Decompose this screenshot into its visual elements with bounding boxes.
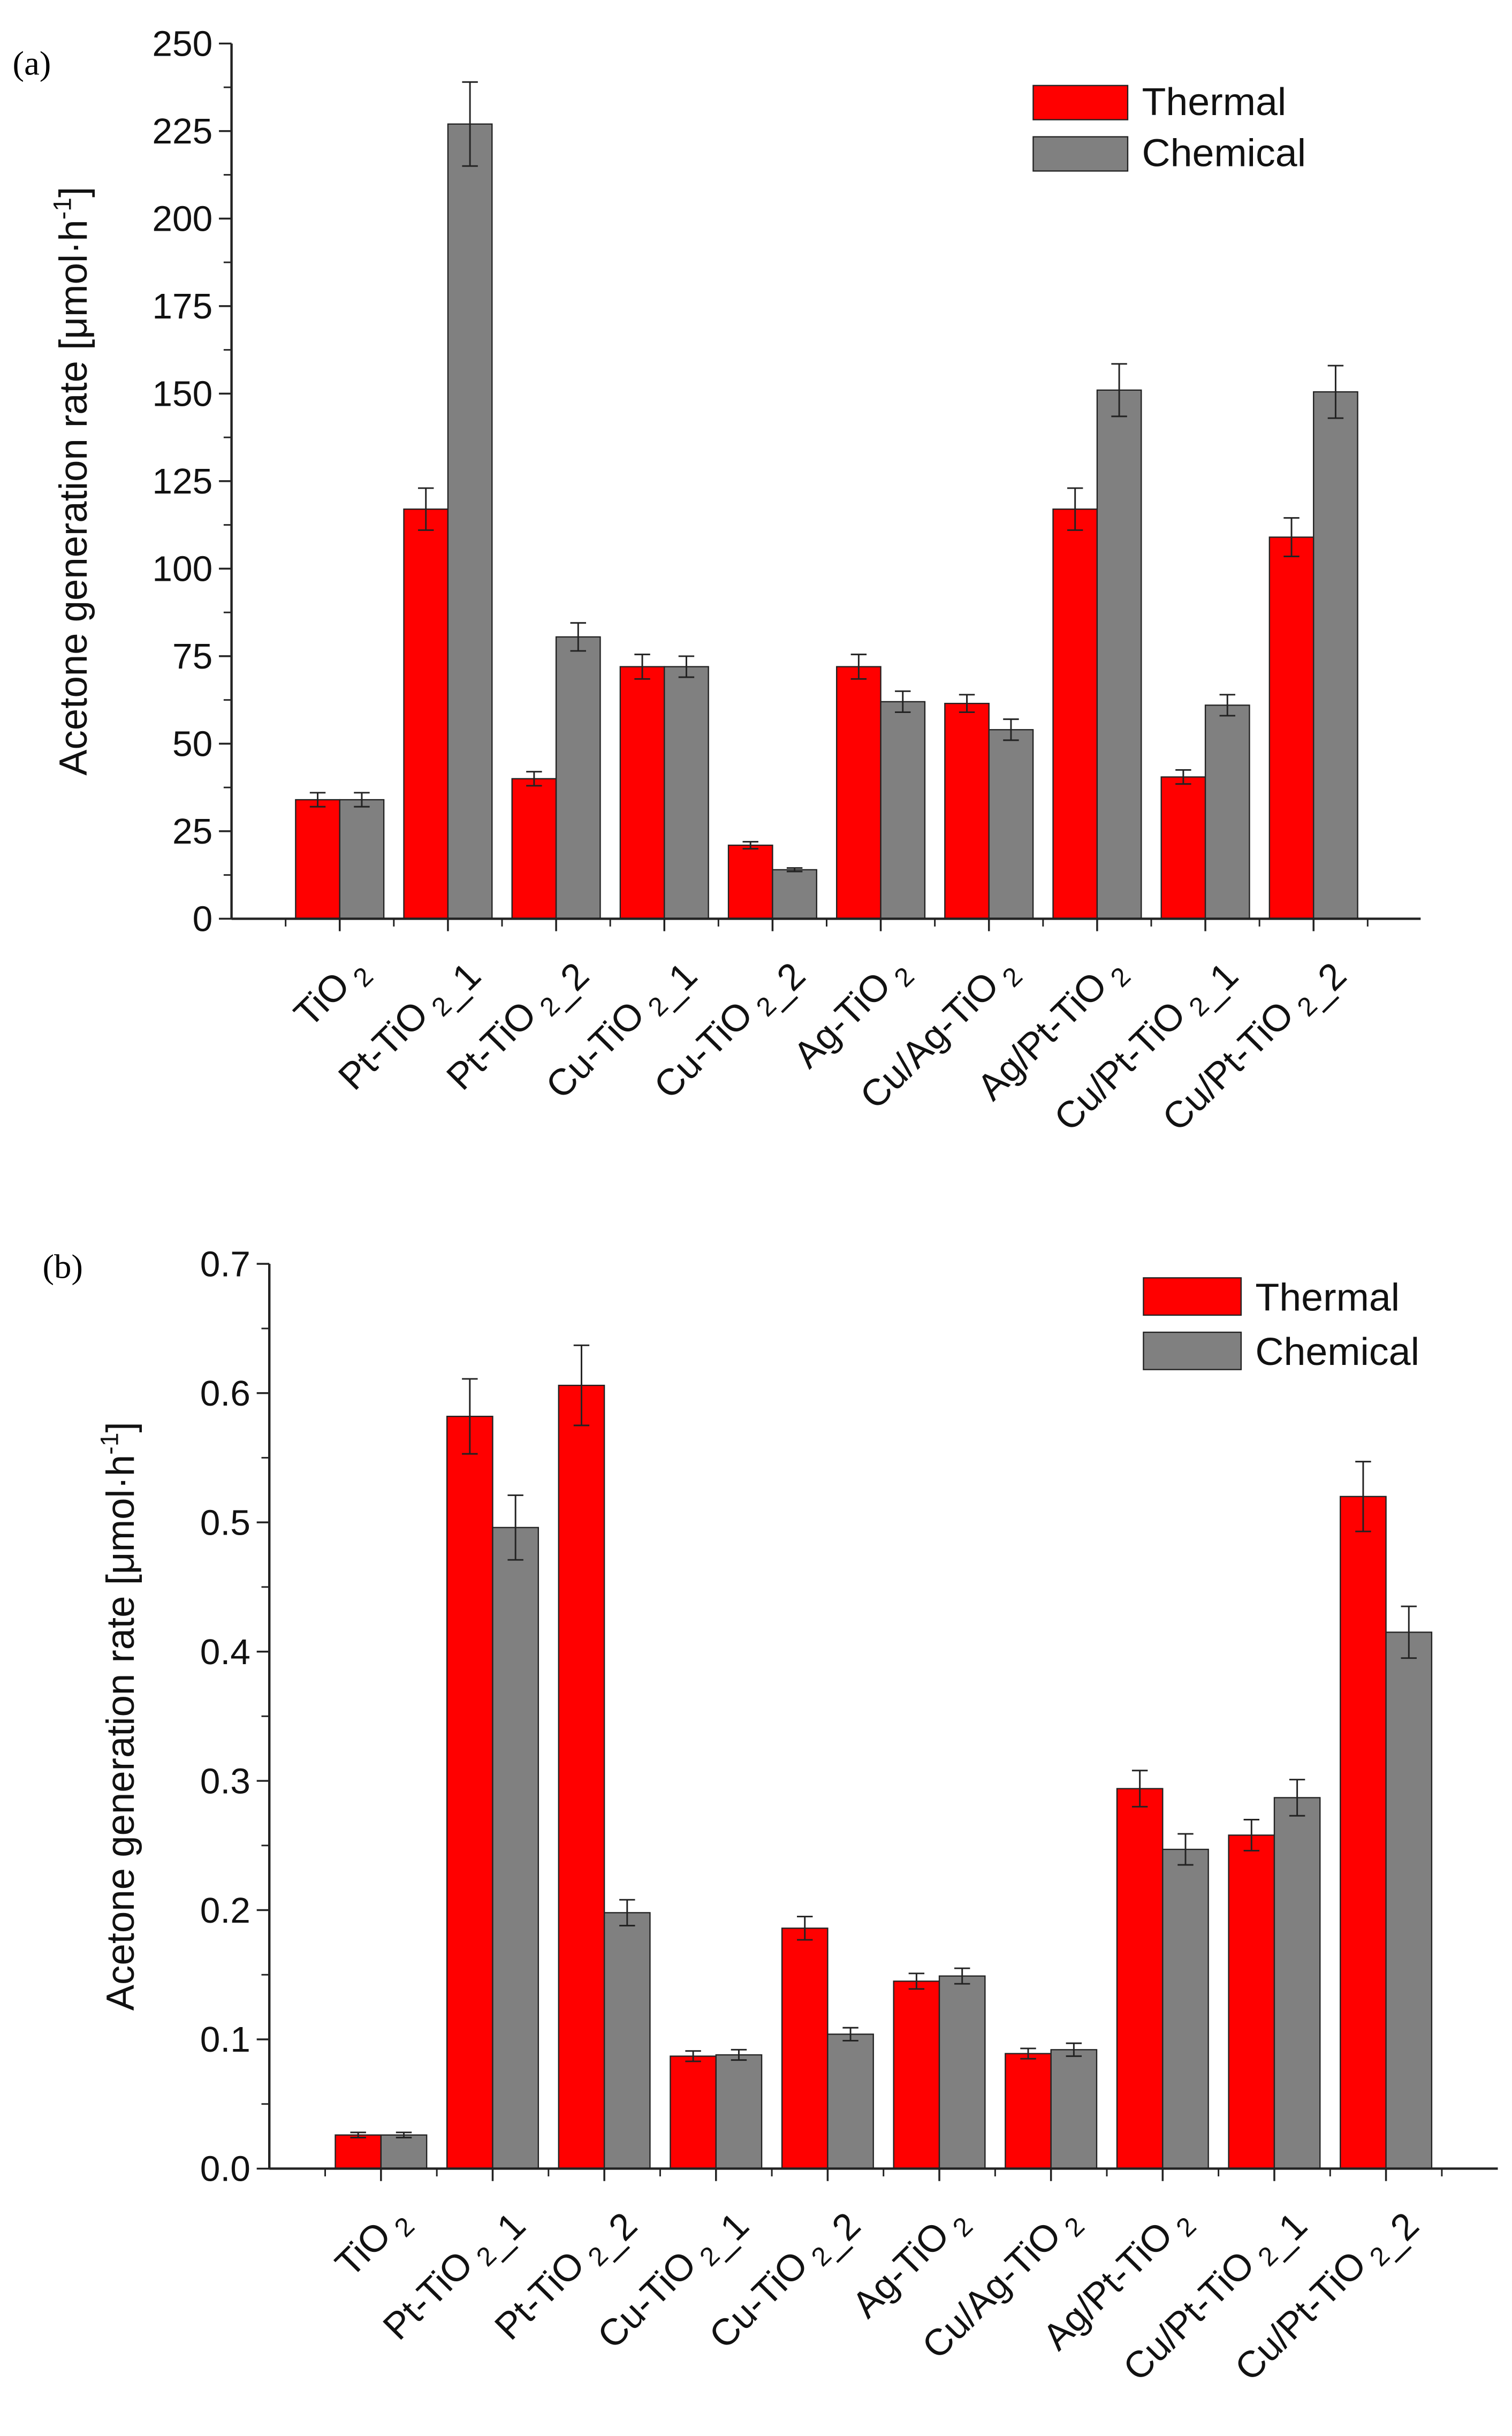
- bar-chemical: [603, 1912, 651, 2169]
- y-tick-label: 0.6: [200, 1373, 250, 1414]
- y-label-end: ]: [51, 187, 95, 198]
- y-tick-label: 0: [193, 899, 213, 939]
- y-tick-label: 0.5: [200, 1503, 250, 1543]
- bar-thermal: [670, 2055, 717, 2169]
- bar-thermal: [1340, 1496, 1387, 2169]
- legend: Thermal Chemical: [1143, 1276, 1419, 1373]
- chart-panel-b: (b)TiO2Pt-TiO2_1Pt-TiO2_2Cu-TiO2_1Cu-TiO…: [42, 1244, 1498, 2395]
- bar-chemical: [1096, 389, 1142, 920]
- bar-thermal: [1005, 2053, 1052, 2169]
- y-label-end: ]: [99, 1422, 143, 1432]
- legend-swatch-chemical: [1032, 136, 1129, 172]
- y-axis-label: Acetone generation rate [μmol·h-1]: [95, 1422, 142, 2010]
- bar-chemical: [772, 869, 817, 920]
- legend-swatch-thermal: [1032, 85, 1129, 120]
- y-label-superscript: -1: [48, 198, 76, 219]
- bar-thermal: [1052, 509, 1098, 920]
- bar-chemical: [1273, 1797, 1321, 2169]
- y-axis-label: Acetone generation rate [μmol·h-1]: [48, 187, 95, 776]
- y-tick-label: 0.7: [200, 1244, 250, 1285]
- legend-swatch-thermal: [1143, 1277, 1242, 1316]
- bar-chemical: [1050, 2049, 1098, 2169]
- bar-thermal: [1160, 776, 1206, 920]
- bar-thermal: [835, 666, 882, 920]
- label-part: Cu/Pt-: [1226, 2284, 1332, 2388]
- bar-chemical: [938, 1975, 986, 2169]
- bar-thermal: [944, 703, 990, 920]
- label-part: Cu/Pt-: [1046, 1034, 1152, 1139]
- bar-thermal: [403, 509, 449, 920]
- label-part: Ag/Pt-: [1034, 2255, 1138, 2358]
- legend-label-chemical: Chemical: [1255, 1330, 1419, 1373]
- bar-chemical: [988, 729, 1034, 920]
- y-label-superscript: -1: [95, 1432, 123, 1454]
- bar-chemical: [664, 666, 709, 920]
- label-part: Cu/Pt-: [1115, 2284, 1221, 2388]
- y-tick-label: 150: [152, 374, 212, 414]
- y-label-main: Acetone generation rate [μmol·h: [51, 219, 95, 776]
- bar-thermal: [446, 1415, 493, 2169]
- y-tick-label: 0.0: [200, 2149, 250, 2189]
- y-tick-label: 0.2: [200, 1891, 250, 1931]
- x-tick-label: Cu/Pt-TiO2_2: [1154, 947, 1354, 1145]
- panel-label: (b): [42, 1248, 82, 1286]
- bar-chemical: [1204, 704, 1250, 920]
- y-tick-label: 25: [172, 812, 212, 852]
- y-tick-label: 50: [172, 724, 212, 764]
- legend-swatch-chemical: [1143, 1331, 1242, 1370]
- bar-thermal: [1228, 1834, 1275, 2169]
- y-tick-label: 100: [152, 549, 212, 589]
- legend: Thermal Chemical: [1032, 80, 1306, 175]
- y-tick-label: 125: [152, 462, 212, 502]
- bar-thermal: [619, 666, 665, 920]
- panel-label: (a): [13, 44, 51, 82]
- bar-chemical: [1385, 1631, 1433, 2169]
- bar-chemical: [555, 636, 601, 920]
- y-tick-label: 250: [152, 24, 212, 64]
- bar-thermal: [1268, 536, 1315, 920]
- label-part: Ag/Pt-: [969, 1005, 1073, 1107]
- bar-chemical: [380, 2134, 428, 2169]
- y-tick-label: 0.1: [200, 2020, 250, 2060]
- x-tick-label: TiO2: [285, 947, 379, 1039]
- bar-chemical: [715, 2054, 763, 2169]
- y-tick-label: 75: [172, 637, 212, 677]
- legend-label-thermal: Thermal: [1142, 80, 1286, 123]
- bar-thermal: [1116, 1788, 1164, 2169]
- label-part: TiO: [327, 2213, 399, 2285]
- label-part: Cu/Ag-: [914, 2255, 1027, 2367]
- bar-thermal: [295, 799, 340, 920]
- bar-thermal: [727, 844, 773, 920]
- x-tick-label: TiO2: [327, 2197, 421, 2289]
- bar-chemical: [1162, 1848, 1209, 2169]
- y-label-main: Acetone generation rate [μmol·h: [99, 1455, 143, 2011]
- legend-label-thermal: Thermal: [1255, 1276, 1400, 1319]
- bar-chemical: [339, 799, 385, 920]
- y-tick-label: 0.3: [200, 1762, 250, 1802]
- y-tick-label: 225: [152, 111, 212, 151]
- label-part: TiO: [285, 963, 358, 1035]
- label-part: Cu/Pt-: [1154, 1034, 1260, 1139]
- bar-thermal: [893, 1980, 940, 2169]
- chart-panel-a: (a)TiO2Pt-TiO2_1Pt-TiO2_2Cu-TiO2_1Cu-TiO…: [13, 24, 1421, 1145]
- bar-chemical: [1313, 391, 1358, 920]
- bar-thermal: [511, 778, 557, 920]
- bar-thermal: [335, 2134, 382, 2169]
- bar-chemical: [827, 2033, 874, 2169]
- bar-chemical: [492, 1527, 539, 2169]
- bar-thermal: [558, 1384, 605, 2169]
- bar-chemical: [447, 123, 493, 920]
- bar-thermal: [781, 1927, 829, 2169]
- legend-label-chemical: Chemical: [1142, 132, 1306, 174]
- bar-chemical: [880, 701, 926, 920]
- y-tick-label: 175: [152, 286, 212, 327]
- y-tick-label: 200: [152, 199, 212, 239]
- x-tick-label: Cu/Pt-TiO2_2: [1226, 2197, 1426, 2395]
- y-tick-label: 0.4: [200, 1632, 250, 1672]
